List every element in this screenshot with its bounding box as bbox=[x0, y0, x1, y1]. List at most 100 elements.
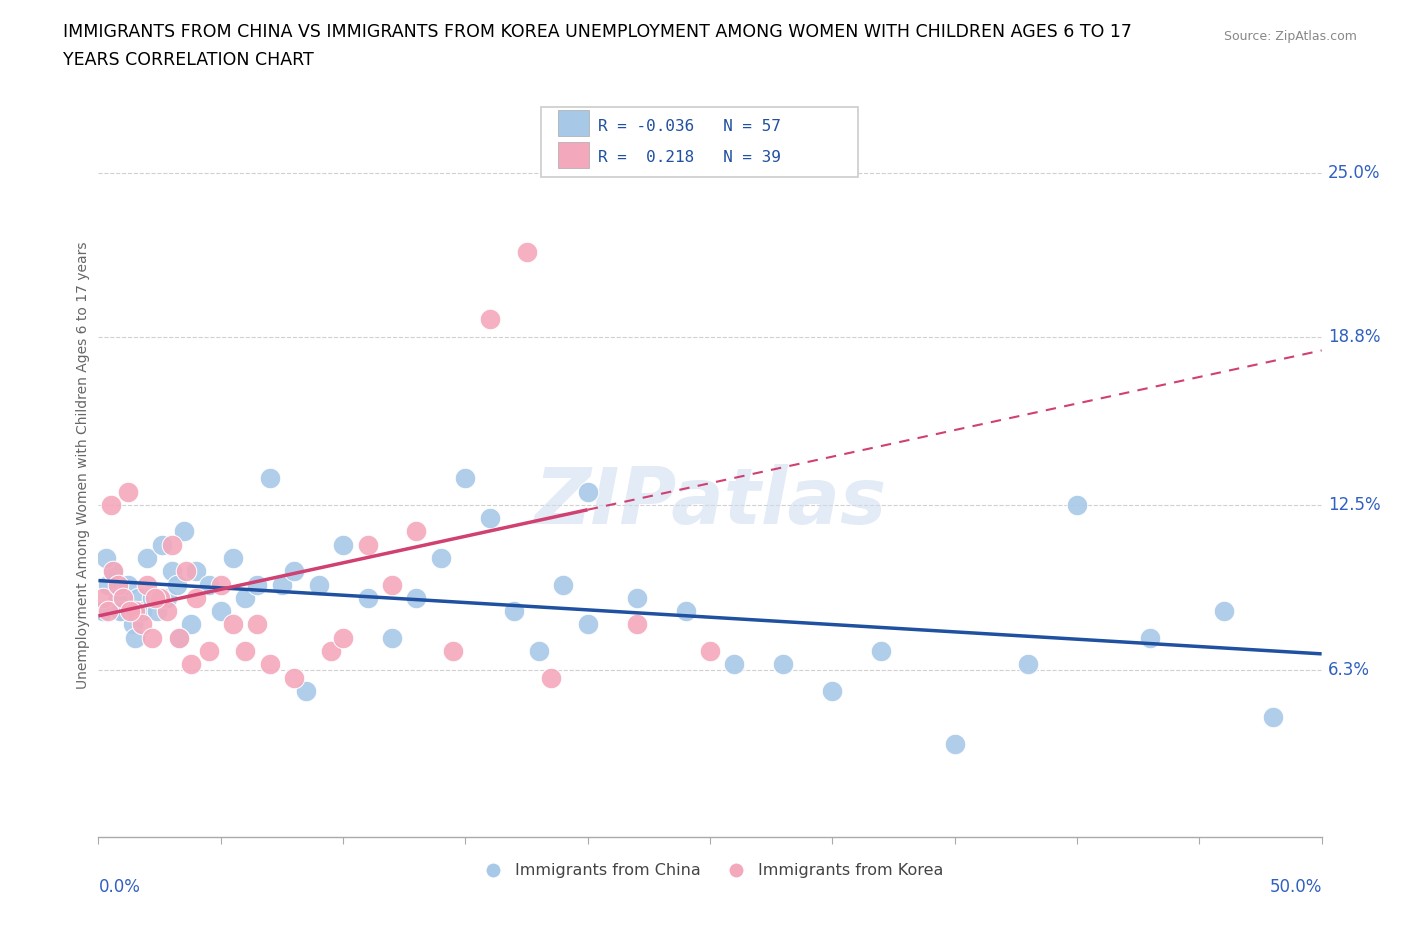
Point bbox=[121, 617, 143, 631]
Point bbox=[110, 604, 132, 618]
Point bbox=[101, 564, 124, 578]
Point bbox=[120, 604, 142, 618]
Point bbox=[943, 737, 966, 751]
Point bbox=[576, 485, 599, 499]
Text: 12.5%: 12.5% bbox=[1327, 496, 1381, 514]
Point bbox=[295, 684, 318, 698]
Point bbox=[101, 564, 124, 578]
Point bbox=[143, 591, 166, 605]
Point bbox=[111, 591, 134, 605]
Point bbox=[176, 564, 198, 578]
Point bbox=[1261, 710, 1284, 724]
Point bbox=[136, 578, 159, 592]
Point bbox=[870, 644, 893, 658]
Point bbox=[772, 657, 794, 671]
Text: 18.8%: 18.8% bbox=[1327, 328, 1381, 347]
Point bbox=[111, 604, 134, 618]
Point bbox=[100, 498, 122, 512]
Text: 0.0%: 0.0% bbox=[98, 878, 141, 896]
Point bbox=[821, 684, 844, 698]
Point bbox=[527, 644, 550, 658]
Point bbox=[127, 591, 149, 605]
Point bbox=[356, 591, 378, 605]
Point bbox=[167, 631, 190, 645]
Text: IMMIGRANTS FROM CHINA VS IMMIGRANTS FROM KOREA UNEMPLOYMENT AMONG WOMEN WITH CHI: IMMIGRANTS FROM CHINA VS IMMIGRANTS FROM… bbox=[63, 23, 1132, 41]
Point bbox=[405, 524, 427, 538]
Point bbox=[246, 617, 269, 631]
Point bbox=[141, 591, 163, 605]
Point bbox=[441, 644, 464, 658]
Point bbox=[173, 524, 195, 538]
Point bbox=[209, 578, 232, 592]
Point bbox=[283, 671, 305, 685]
Point bbox=[454, 471, 477, 485]
Point bbox=[117, 578, 139, 592]
Point bbox=[553, 578, 575, 592]
Point bbox=[332, 538, 354, 552]
Text: 50.0%: 50.0% bbox=[1270, 878, 1322, 896]
Y-axis label: Unemployment Among Women with Children Ages 6 to 17 years: Unemployment Among Women with Children A… bbox=[76, 241, 90, 689]
Point bbox=[160, 538, 183, 552]
Point bbox=[149, 591, 172, 605]
Point bbox=[180, 617, 202, 631]
Point bbox=[160, 564, 183, 578]
Point bbox=[675, 604, 697, 618]
Point bbox=[186, 564, 208, 578]
Point bbox=[1139, 631, 1161, 645]
Point bbox=[270, 578, 294, 592]
Point bbox=[167, 631, 190, 645]
Point bbox=[319, 644, 342, 658]
Point bbox=[197, 578, 219, 592]
Point bbox=[381, 578, 404, 592]
Point bbox=[141, 631, 163, 645]
Legend: Immigrants from China, Immigrants from Korea: Immigrants from China, Immigrants from K… bbox=[470, 857, 950, 884]
Point bbox=[180, 657, 202, 671]
Point bbox=[156, 591, 179, 605]
Point bbox=[97, 578, 120, 592]
Point bbox=[94, 551, 117, 565]
Text: YEARS CORRELATION CHART: YEARS CORRELATION CHART bbox=[63, 51, 314, 69]
Text: R = -0.036   N = 57: R = -0.036 N = 57 bbox=[598, 119, 780, 134]
Point bbox=[91, 591, 114, 605]
Text: Source: ZipAtlas.com: Source: ZipAtlas.com bbox=[1223, 30, 1357, 43]
Point bbox=[117, 485, 139, 499]
Point bbox=[699, 644, 721, 658]
Point bbox=[186, 591, 208, 605]
Point bbox=[1212, 604, 1234, 618]
Point bbox=[107, 591, 129, 605]
Point bbox=[166, 578, 188, 592]
Point bbox=[131, 604, 153, 618]
Point bbox=[1066, 498, 1088, 512]
Point bbox=[107, 578, 129, 592]
Point bbox=[576, 617, 599, 631]
Point bbox=[626, 591, 648, 605]
Point bbox=[222, 617, 245, 631]
Point bbox=[222, 551, 245, 565]
Point bbox=[124, 604, 146, 618]
Point bbox=[430, 551, 453, 565]
Point bbox=[283, 564, 305, 578]
Point bbox=[540, 671, 562, 685]
Point bbox=[356, 538, 378, 552]
Point bbox=[1017, 657, 1039, 671]
Point bbox=[381, 631, 404, 645]
Point bbox=[233, 591, 256, 605]
Point bbox=[131, 617, 153, 631]
Text: ZIPatlas: ZIPatlas bbox=[534, 464, 886, 540]
Point bbox=[124, 631, 146, 645]
Point bbox=[576, 126, 599, 140]
Point bbox=[97, 604, 120, 618]
Point bbox=[332, 631, 354, 645]
Point bbox=[308, 578, 330, 592]
Point bbox=[723, 657, 745, 671]
Point bbox=[136, 551, 159, 565]
Text: 6.3%: 6.3% bbox=[1327, 660, 1369, 679]
Point bbox=[233, 644, 256, 658]
Point bbox=[478, 312, 501, 326]
Point bbox=[626, 617, 648, 631]
Point bbox=[146, 604, 169, 618]
Text: R =  0.218   N = 39: R = 0.218 N = 39 bbox=[598, 150, 780, 165]
Point bbox=[478, 511, 501, 525]
Point bbox=[246, 578, 269, 592]
Point bbox=[91, 604, 114, 618]
